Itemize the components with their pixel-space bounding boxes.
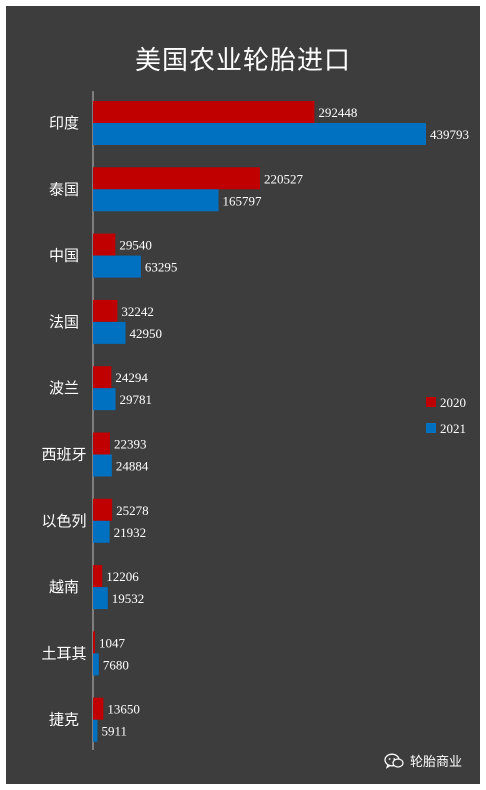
data-label-2020: 292448: [318, 105, 357, 120]
bar-2020: [93, 299, 118, 322]
bar-2020: [93, 101, 315, 123]
data-label-2020: 1047: [99, 635, 126, 650]
data-label-2020: 32242: [121, 304, 153, 319]
category-label: 以色列: [41, 512, 86, 530]
legend-label-2021: 2021: [440, 421, 466, 436]
data-label-2021: 19532: [112, 591, 144, 606]
category-label: 泰国: [49, 180, 79, 198]
wechat-icon: [384, 753, 404, 769]
bar-2021: [93, 719, 98, 742]
chart-panel: 美国农业轮胎进口 印度 292448 439793 泰国 220527 165797 中国 2…: [6, 6, 480, 784]
bar-2021: [93, 587, 108, 610]
bar-2020: [93, 432, 110, 455]
bar-2021: [93, 388, 116, 411]
category-label: 土耳其: [41, 644, 86, 662]
data-label-2020: 22393: [114, 437, 147, 452]
category-label: 法国: [49, 313, 79, 331]
data-label-2020: 29540: [119, 238, 152, 253]
legend-swatch-2021: [426, 423, 436, 433]
data-label-2020: 220527: [264, 171, 304, 186]
category-label: 中国: [49, 247, 79, 265]
category-label: 捷克: [49, 711, 79, 729]
bar-2021: [93, 189, 219, 212]
category-label: 越南: [49, 578, 79, 596]
bar-2021: [93, 321, 126, 344]
bar-2020: [93, 167, 260, 190]
bar-2020: [93, 565, 103, 588]
bar-2020: [93, 631, 95, 654]
data-label-2020: 25278: [116, 503, 149, 518]
data-label-2020: 12206: [106, 569, 139, 584]
data-label-2021: 165797: [223, 193, 262, 208]
bar-2020: [93, 233, 116, 256]
watermark-text: 轮胎商业: [409, 755, 462, 770]
legend-label-2020: 2020: [440, 395, 466, 410]
bar-2021: [93, 520, 110, 543]
bar-2020: [93, 498, 113, 521]
data-label-2021: 7680: [103, 657, 129, 672]
bar-2021: [93, 653, 99, 676]
bar-2020: [93, 366, 112, 389]
category-label: 波兰: [49, 379, 79, 397]
category-label: 西班牙: [41, 446, 86, 464]
bar-2021: [93, 454, 112, 477]
data-label-2021: 42950: [130, 326, 163, 341]
data-label-2020: 24294: [115, 370, 148, 385]
data-label-2021: 5911: [101, 724, 127, 739]
data-label-2021: 21932: [114, 525, 147, 540]
category-label: 印度: [49, 114, 79, 132]
bar-2020: [93, 697, 104, 720]
bar-2021: [93, 255, 141, 278]
data-label-2021: 24884: [116, 459, 149, 474]
data-label-2021: 439793: [430, 127, 469, 142]
bar-2021: [93, 123, 426, 145]
data-label-2021: 63295: [145, 260, 178, 275]
data-label-2020: 13650: [107, 702, 140, 717]
watermark: 轮胎商业: [384, 751, 462, 770]
chart-title: 美国农业轮胎进口: [134, 46, 351, 76]
data-label-2021: 29781: [120, 392, 153, 407]
legend-swatch-2020: [426, 397, 436, 407]
